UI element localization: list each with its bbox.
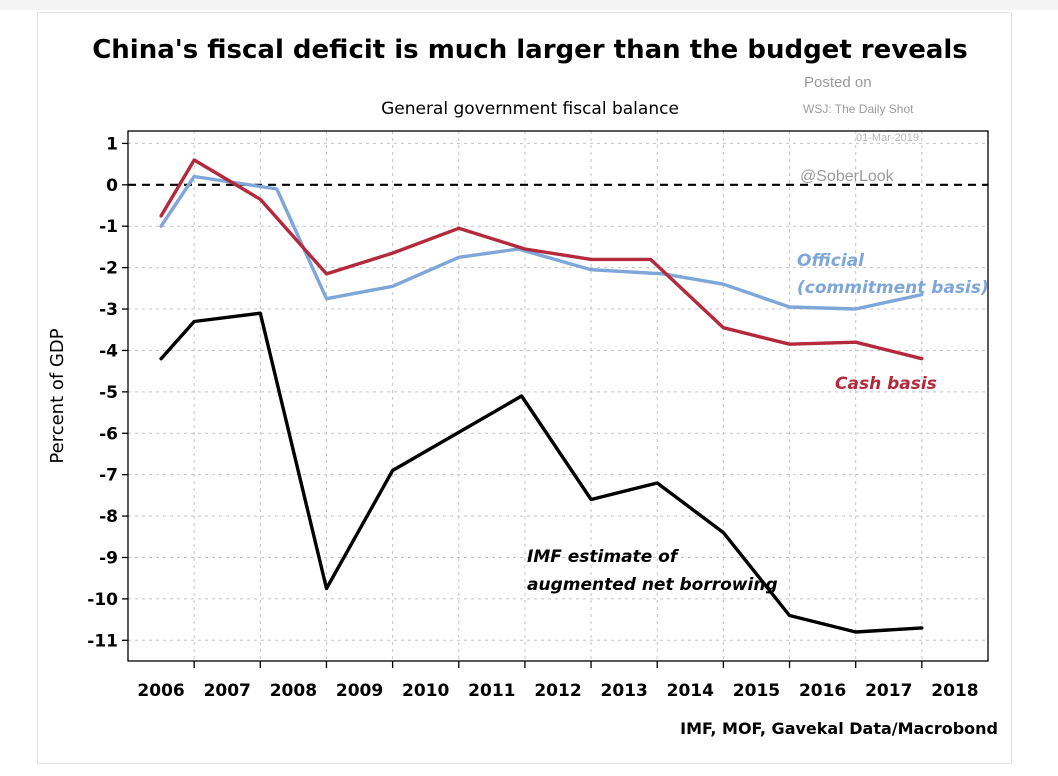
x-tick-label: 2010 [402,681,449,701]
annotation-commitment-basis: (commitment basis) [797,278,989,298]
x-tick-label: 2014 [667,681,714,701]
y-tick-label: -8 [99,507,118,527]
x-tick-label: 2013 [600,681,647,701]
x-tick-label: 2008 [270,681,317,701]
series-line-imf-estimate-of-augmented-net-borrowing [159,311,924,634]
chart-frame [37,12,1012,764]
annotation-cash-basis: Cash basis [835,374,937,394]
top-strip [0,0,1058,10]
annotation-imf-line1: IMF estimate of [527,547,680,567]
y-axis-label: Percent of GDP [47,328,68,463]
x-tick-labels: 2006 2007 2008 2009 2010 2011 2012 2013 2014 2015… [137,661,979,701]
series-line-official-commitment-basis [159,174,924,311]
x-tick-label: 2012 [534,681,581,701]
watermark-handle: @SoberLook [800,168,895,185]
chart-title: China's fiscal deficit is much larger th… [92,35,968,65]
watermark-posted: Posted on [804,74,872,91]
x-tick-label: 2007 [204,681,251,701]
x-tick-label: 2016 [799,681,846,701]
x-tick-label: 2015 [733,681,780,701]
y-tick-label: -10 [87,590,118,610]
x-tick-label: 2018 [931,681,978,701]
x-tick-label: 2009 [336,681,383,701]
plot-border [127,130,989,662]
annotation-official: Official [797,251,865,271]
y-tick-label: -5 [99,383,118,403]
y-tick-label: -11 [87,631,118,651]
y-tick-label: -2 [99,259,118,279]
annotation-imf-line2: augmented net borrowing [527,575,778,595]
y-tick-label: -7 [99,466,118,486]
x-tick-label: 2017 [865,681,912,701]
grid-layer [128,131,988,661]
y-tick-label: -1 [99,217,118,237]
x-tick-label: 2006 [137,681,184,701]
y-tick-labels: 1 0 -1 -2 -3 -4 -5 -6 -7 -8 -9 -10 -11 [87,134,128,651]
chart-subtitle: General government fiscal balance [381,99,679,119]
watermark-date: 01-Mar-2019 [856,132,919,144]
y-tick-label: -3 [99,300,118,320]
y-tick-label: -6 [99,424,118,444]
series-line-cash-basis [159,158,924,361]
y-tick-label: 1 [106,134,118,154]
source-note: IMF, MOF, Gavekal Data/Macrobond [680,719,998,738]
y-tick-label: -9 [99,548,118,568]
watermark-outlet: WSJ: The Daily Shot [803,102,914,116]
y-tick-label: 0 [106,176,118,196]
series-layer [159,158,924,634]
x-tick-label: 2011 [468,681,515,701]
y-tick-label: -4 [99,341,118,361]
